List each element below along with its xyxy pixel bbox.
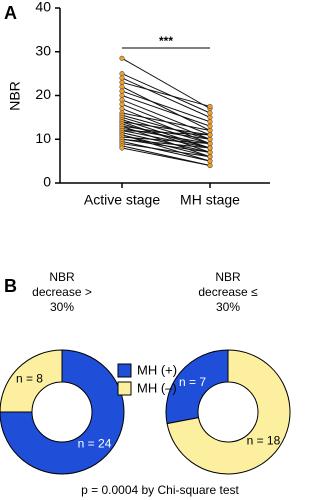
subject-line: [121, 112, 211, 131]
subject-line: [121, 140, 211, 162]
point: [207, 103, 213, 109]
subject-line: [121, 121, 211, 153]
subject-line: [121, 95, 211, 127]
subject-line: [121, 130, 211, 136]
y-tick-label: 30: [35, 42, 51, 58]
point: [207, 141, 213, 147]
subject-line: [121, 99, 211, 136]
subject-line: [121, 138, 211, 153]
legend-swatch: [117, 381, 132, 396]
subject-line: [121, 86, 211, 131]
subject-line: [121, 57, 211, 110]
donut-segment: [165, 349, 229, 425]
y-tick-label: 10: [35, 130, 51, 146]
subject-line: [121, 108, 211, 145]
point: [119, 71, 125, 77]
subject-line: [121, 134, 211, 162]
point: [207, 127, 213, 134]
y-axis-title: NBR: [7, 81, 23, 111]
panel-label: B: [4, 276, 17, 296]
y-tick-label: 20: [35, 86, 51, 102]
note: p = 0.0004 by Chi-square test: [81, 483, 239, 497]
point: [207, 110, 213, 116]
significance-label: ***: [159, 34, 173, 48]
subject-line: [121, 147, 211, 166]
data-label: n = 7: [179, 375, 206, 389]
point: [119, 92, 125, 99]
point: [119, 88, 125, 94]
point: [207, 149, 213, 155]
point: [119, 79, 125, 85]
data-label: n = 8: [16, 372, 43, 386]
y-tick-label: 0: [43, 174, 51, 190]
legend-label: MH (–): [137, 380, 177, 395]
y-tick-label: 40: [35, 0, 51, 15]
donut-title: NBR decrease > 30%: [32, 270, 92, 314]
point: [119, 55, 125, 61]
x-tick-label: MH stage: [180, 192, 240, 208]
subject-line: [121, 116, 211, 145]
donut-segment: [166, 349, 291, 475]
legend-label: MH (+): [137, 362, 177, 377]
donut-title: NBR decrease ≤ 30%: [198, 270, 258, 314]
point: [207, 123, 213, 129]
point: [119, 75, 125, 81]
point: [119, 97, 125, 103]
panel-label: A: [4, 3, 17, 23]
point: [119, 145, 125, 151]
subject-line: [121, 81, 211, 107]
subject-line: [121, 130, 211, 149]
subject-line: [121, 73, 211, 114]
point: [207, 132, 213, 138]
legend-swatch: [117, 363, 132, 378]
subject-line: [121, 90, 211, 123]
point: [207, 145, 213, 151]
point: [207, 154, 213, 160]
subject-line: [121, 132, 211, 153]
data-label: n = 18: [247, 433, 281, 447]
data-label: n = 24: [78, 437, 112, 451]
point: [207, 119, 213, 125]
subject-line: [121, 77, 211, 118]
point: [207, 136, 213, 142]
x-tick-label: Active stage: [84, 192, 160, 208]
point: [119, 101, 125, 107]
donut-segment: [0, 349, 63, 413]
point: [207, 162, 213, 169]
point: [119, 84, 125, 90]
point: [207, 158, 213, 164]
point: [207, 114, 213, 120]
point: [119, 106, 125, 112]
subject-line: [121, 143, 211, 158]
subject-line: [121, 121, 211, 136]
donut-segment: [0, 349, 125, 475]
subject-line: [121, 136, 211, 145]
subject-line: [121, 138, 211, 149]
subject-line: [121, 114, 211, 140]
